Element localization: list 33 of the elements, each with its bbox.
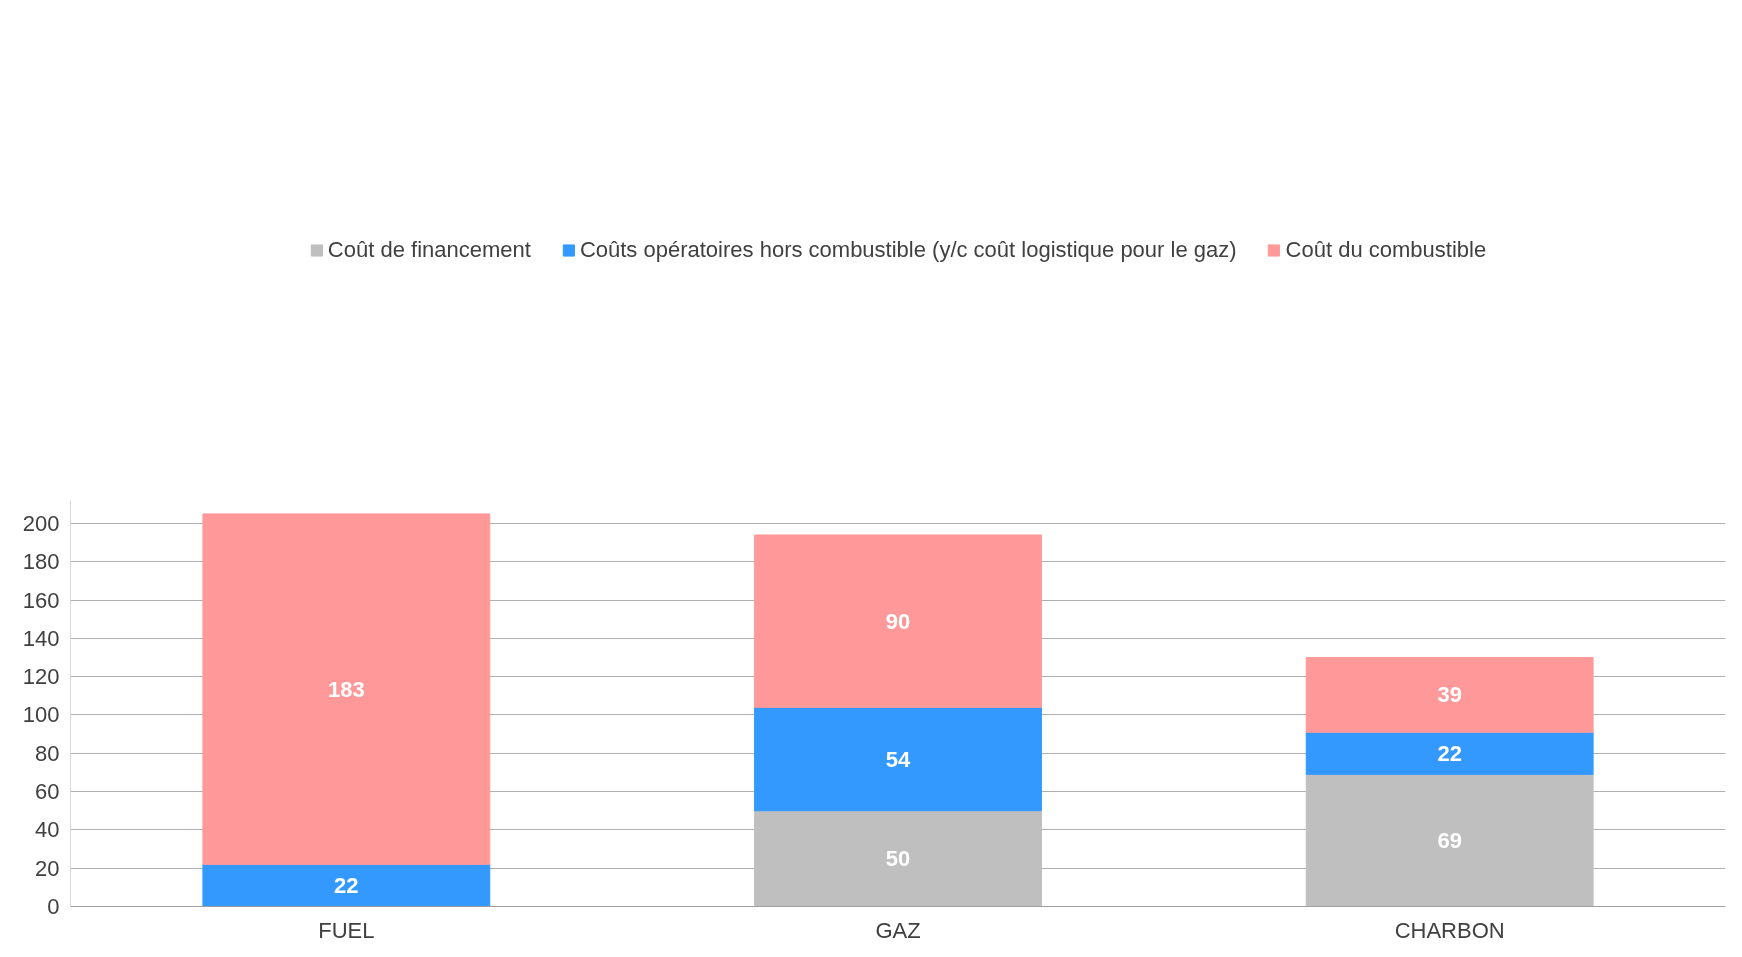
y-tick-label: 140 [22,625,60,651]
data-label: 22 [334,872,359,898]
bar [754,706,1042,812]
y-tick-label: 80 [35,740,60,766]
bar [202,513,491,865]
data-label: 69 [1437,827,1462,853]
x-tick-label: FUEL [318,917,375,943]
y-tick-label: 20 [35,855,60,881]
y-tick-label: 0 [47,894,60,919]
bar [754,534,1042,708]
y-tick-label: 200 [22,510,60,536]
bar [202,863,491,907]
data-label: 54 [885,746,911,772]
data-label: 183 [327,676,365,702]
bar [754,810,1042,907]
y-tick-label: 100 [22,702,60,728]
x-tick-label: GAZ [875,917,921,943]
bar [1305,731,1594,775]
bar [1305,657,1594,733]
data-label: 90 [885,608,911,634]
bar [1305,773,1594,907]
x-tick-label: CHARBON [1394,917,1505,943]
data-label: 22 [1437,740,1462,766]
y-tick-label: 40 [35,817,60,843]
legend-label: Coûts opératoires hors combustible (y/c coût logistique pour le gaz) [579,237,1237,263]
legend-label: Coût de financement [327,237,531,263]
y-tick-label: 180 [22,549,60,575]
y-tick-label: 60 [35,779,60,805]
y-tick-label: 160 [22,587,60,613]
y-tick-label: 120 [22,664,60,690]
data-label: 39 [1437,682,1462,708]
legend-label: Coût du combustible [1285,237,1487,263]
data-label: 50 [885,846,911,872]
